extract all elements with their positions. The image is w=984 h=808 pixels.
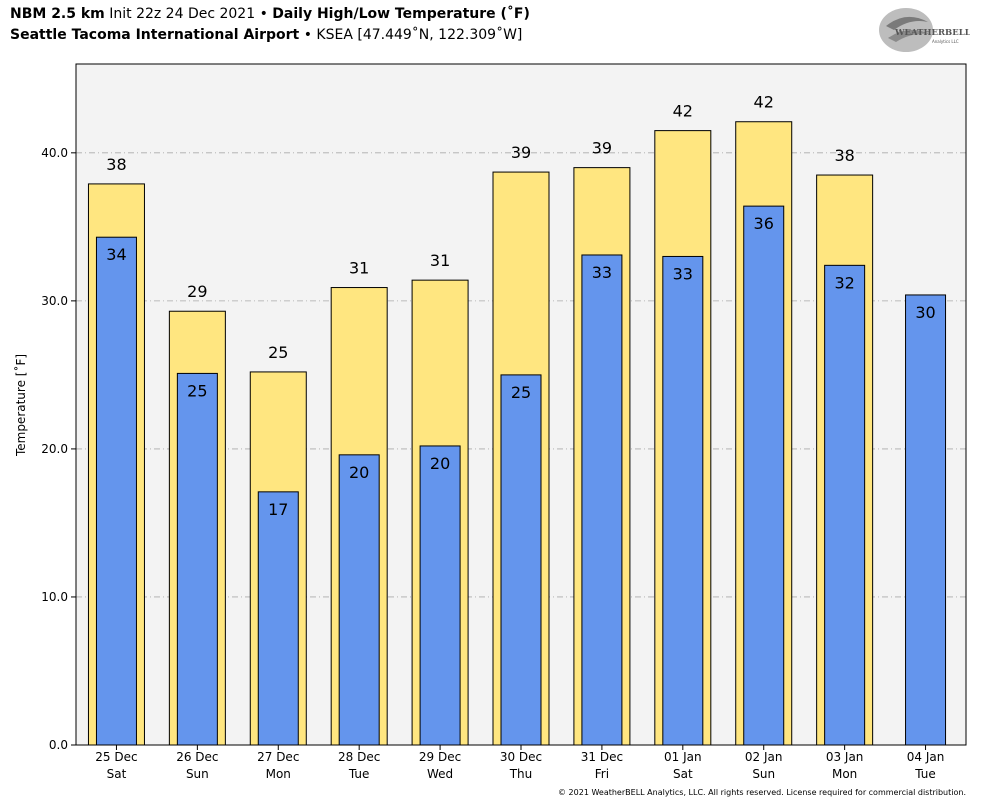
high-temp-label: 31 [430, 251, 450, 270]
bars: 38 34 29 25 25 17 31 20 31 20 39 25 39 33 42 33 42 36 38 32… [87, 93, 947, 746]
low-temp-label: 33 [592, 263, 612, 282]
y-axis-label: Temperature [˚F] [13, 354, 28, 457]
low-temp-label: 17 [268, 500, 288, 519]
x-tick-label-day: Mon [832, 767, 857, 781]
init-time: Init 22z 24 Dec 2021 [109, 6, 256, 22]
high-temp-label: 39 [511, 143, 531, 162]
x-tick-label-date: 04 Jan [907, 750, 945, 764]
high-temp-label: 39 [592, 139, 612, 158]
logo-wordmark: WEATHERBELL [894, 28, 970, 38]
subtitle-separator: • [303, 27, 312, 43]
x-tick-label-date: 29 Dec [419, 750, 461, 764]
x-tick-label-day: Thu [509, 767, 533, 781]
low-temp-bar [176, 372, 218, 746]
copyright-notice: © 2021 WeatherBELL Analytics, LLC. All r… [558, 788, 966, 797]
x-tick-label-date: 26 Dec [176, 750, 218, 764]
x-tick-label-day: Sun [186, 767, 209, 781]
chart-title: NBM 2.5 km Init 22z 24 Dec 2021 • Daily … [10, 6, 530, 22]
model-name: NBM 2.5 km [10, 6, 105, 22]
high-temp-label: 29 [187, 282, 207, 301]
x-tick-label-day: Fri [595, 767, 609, 781]
low-temp-label: 20 [349, 463, 369, 482]
low-temp-bar [500, 374, 542, 746]
chart-subtitle: Seattle Tacoma International Airport • K… [10, 27, 522, 43]
high-temp-label: 31 [349, 259, 369, 278]
product-name: Daily High/Low Temperature (˚F) [272, 6, 530, 22]
x-tick-label-day: Sat [673, 767, 693, 781]
x-tick-label-day: Mon [266, 767, 291, 781]
high-temp-label: 38 [106, 155, 126, 174]
x-tick-label-date: 31 Dec [581, 750, 623, 764]
low-temp-bar [338, 454, 380, 746]
y-tick-label: 20.0 [41, 442, 68, 456]
x-tick-label-day: Tue [914, 767, 936, 781]
x-tick-label-day: Sun [752, 767, 775, 781]
low-temp-label: 25 [511, 383, 531, 402]
logo-subtext: Analytics LLC [932, 39, 959, 44]
low-temp-label: 34 [106, 245, 126, 264]
y-tick-label: 40.0 [41, 146, 68, 160]
x-tick-label-date: 02 Jan [745, 750, 783, 764]
low-temp-bar [419, 445, 461, 746]
x-tick-label-day: Wed [427, 767, 453, 781]
low-temp-bar [95, 236, 137, 746]
x-tick-label-day: Sat [107, 767, 127, 781]
high-temp-label: 25 [268, 343, 288, 362]
high-temp-label: 38 [834, 146, 854, 165]
x-tick-label-date: 25 Dec [95, 750, 137, 764]
y-tick-label: 0.0 [49, 738, 68, 752]
low-temp-bar [581, 254, 623, 746]
x-tick-label-date: 03 Jan [826, 750, 864, 764]
x-tick-label-day: Tue [348, 767, 370, 781]
low-temp-label: 20 [430, 454, 450, 473]
low-temp-bar [743, 205, 785, 746]
low-temp-bar [257, 491, 299, 746]
low-temp-label: 25 [187, 381, 207, 400]
low-temp-bar [905, 294, 947, 746]
low-temp-label: 30 [915, 303, 935, 322]
low-temp-bar [824, 264, 866, 746]
plot-frame [75, 63, 967, 746]
low-temp-label: 32 [834, 273, 854, 292]
x-tick-label-date: 30 Dec [500, 750, 542, 764]
x-tick-label-date: 27 Dec [257, 750, 299, 764]
low-temp-label: 36 [754, 214, 774, 233]
high-temp-label: 42 [673, 102, 693, 121]
title-separator: • [259, 6, 268, 22]
high-temp-label: 42 [754, 93, 774, 112]
station-name: Seattle Tacoma International Airport [10, 27, 300, 43]
x-tick-label-date: 28 Dec [338, 750, 380, 764]
low-temp-bar [662, 255, 704, 746]
x-tick-label-date: 01 Jan [664, 750, 702, 764]
y-tick-label: 10.0 [41, 590, 68, 604]
axes: 0.0 10.0 20.0 30.0 40.0 25 Dec Sat 26 Dec Sun 27 … [41, 63, 967, 781]
low-temp-label: 33 [673, 264, 693, 283]
y-tick-label: 30.0 [41, 294, 68, 308]
station-info: KSEA [47.449˚N, 122.309˚W] [316, 27, 523, 43]
weatherbell-logo: WEATHERBELL Analytics LLC [879, 8, 970, 52]
